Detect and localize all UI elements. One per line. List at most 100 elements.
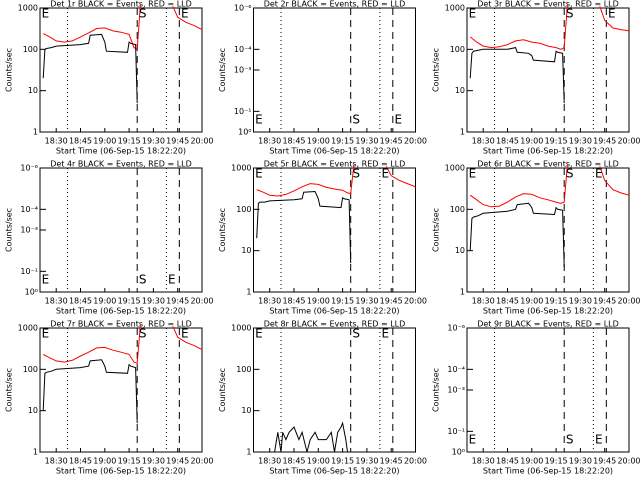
x-tick-label: 18:30 [472, 297, 495, 306]
x-tick-label: 19:45 [593, 137, 616, 146]
y-tick-label: 10 [241, 246, 251, 255]
x-tick-label: 19:45 [380, 137, 403, 146]
y-tick-label: 100 [450, 45, 465, 54]
annotation: E [608, 7, 616, 21]
y-tick-label: 10⁰ [238, 128, 251, 137]
data-line [385, 166, 416, 188]
x-axis-label: Start Time (06-Sep-15 18:22:20) [269, 307, 399, 316]
plot-frame [466, 7, 630, 133]
plot-frame [39, 167, 203, 293]
plot-title: Det 9r BLACK = Events, RED = LLD [477, 320, 619, 329]
x-axis-label: Start Time (06-Sep-15 18:22:20) [269, 467, 399, 476]
x-axis-label: Start Time (06-Sep-15 18:22:20) [56, 147, 186, 156]
y-tick-label: 100 [23, 365, 38, 374]
x-tick-label: 18:30 [45, 297, 68, 306]
annotation: S [139, 7, 147, 21]
y-tick-label: 10⁻⁶ [234, 4, 252, 13]
y-tick-label: 10 [241, 406, 251, 415]
plot-title: Det 5r BLACK = Events, RED = LLD [264, 160, 406, 169]
y-tick-label: 10⁻⁶ [20, 164, 38, 173]
y-tick-label: 10⁻³ [20, 226, 38, 235]
data-line [469, 202, 565, 268]
x-tick-label: 18:30 [472, 137, 495, 146]
y-axis-label: Counts/sec [218, 48, 227, 92]
y-tick-label: 1 [246, 288, 251, 297]
x-tick-label: 19:15 [331, 137, 354, 146]
x-axis-label: Start Time (06-Sep-15 18:22:20) [269, 147, 399, 156]
x-tick-label: 19:15 [118, 137, 141, 146]
data-line [256, 164, 355, 197]
data-line [172, 326, 203, 351]
y-tick-label: 1000 [445, 4, 465, 13]
y-tick-label: 1000 [445, 164, 465, 173]
x-tick-label: 19:00 [520, 297, 543, 306]
plot-frame [39, 7, 203, 133]
x-tick-label: 19:30 [142, 457, 165, 466]
x-tick-label: 18:45 [496, 457, 519, 466]
x-tick-label: 18:45 [69, 457, 92, 466]
x-tick-label: 20:00 [190, 137, 213, 146]
y-tick-label: 10⁰ [452, 448, 465, 457]
annotation: E [255, 327, 263, 341]
y-tick-label: 10⁻¹ [20, 267, 38, 276]
x-tick-label: 18:45 [69, 137, 92, 146]
x-axis-label: Start Time (06-Sep-15 18:22:20) [483, 307, 613, 316]
x-tick-label: 18:45 [282, 457, 305, 466]
y-tick-label: 1 [460, 128, 465, 137]
y-axis-label: Counts/sec [5, 48, 14, 92]
x-tick-label: 18:45 [282, 137, 305, 146]
x-axis-label: Start Time (06-Sep-15 18:22:20) [56, 467, 186, 476]
x-axis-label: Start Time (06-Sep-15 18:22:20) [56, 307, 186, 316]
data-line [172, 6, 203, 31]
x-tick-label: 20:00 [617, 137, 640, 146]
y-tick-label: 1 [33, 448, 38, 457]
y-tick-label: 1 [33, 128, 38, 137]
x-tick-label: 19:00 [93, 137, 116, 146]
annotation: E [595, 433, 603, 447]
annotation: E [255, 167, 263, 181]
plot-title: Det 7r BLACK = Events, RED = LLD [50, 320, 192, 329]
x-tick-label: 18:30 [258, 137, 281, 146]
y-tick-label: 1 [246, 448, 251, 457]
y-tick-label: 10⁻³ [234, 66, 252, 75]
x-tick-label: 19:15 [545, 297, 568, 306]
x-tick-label: 19:00 [307, 137, 330, 146]
data-line [42, 33, 138, 104]
x-tick-label: 20:00 [404, 297, 427, 306]
x-tick-label: 19:45 [593, 457, 616, 466]
x-tick-label: 19:45 [380, 457, 403, 466]
plot-title: Det 4r BLACK = Events, RED = LLD [50, 160, 192, 169]
annotation: E [42, 327, 50, 341]
y-tick-label: 10 [28, 86, 38, 95]
plot-frame [466, 327, 630, 453]
annotation: E [42, 273, 50, 287]
y-tick-label: 10 [455, 86, 465, 95]
x-tick-label: 19:30 [569, 457, 592, 466]
x-tick-label: 20:00 [404, 137, 427, 146]
y-tick-label: 10⁻⁴ [20, 205, 38, 214]
x-tick-label: 19:45 [166, 137, 189, 146]
x-tick-label: 19:30 [142, 137, 165, 146]
y-axis-label: Counts/sec [432, 368, 441, 412]
annotation: E [469, 167, 477, 181]
y-tick-label: 100 [236, 365, 251, 374]
data-line [42, 4, 141, 51]
y-axis-label: Counts/sec [218, 368, 227, 412]
x-tick-label: 18:45 [496, 137, 519, 146]
annotation: S [139, 273, 147, 287]
y-tick-label: 100 [236, 205, 251, 214]
x-tick-label: 20:00 [617, 297, 640, 306]
y-axis-label: Counts/sec [432, 208, 441, 252]
plot-title: Det 3r BLACK = Events, RED = LLD [477, 0, 619, 9]
x-tick-label: 18:45 [69, 297, 92, 306]
x-tick-label: 20:00 [190, 457, 213, 466]
y-axis-label: Counts/sec [5, 208, 14, 252]
data-line [42, 324, 141, 365]
data-line [256, 190, 352, 264]
data-line [469, 164, 568, 208]
x-tick-label: 19:45 [166, 297, 189, 306]
x-tick-label: 19:30 [355, 297, 378, 306]
y-tick-label: 10⁰ [25, 288, 38, 297]
data-line [469, 4, 568, 50]
